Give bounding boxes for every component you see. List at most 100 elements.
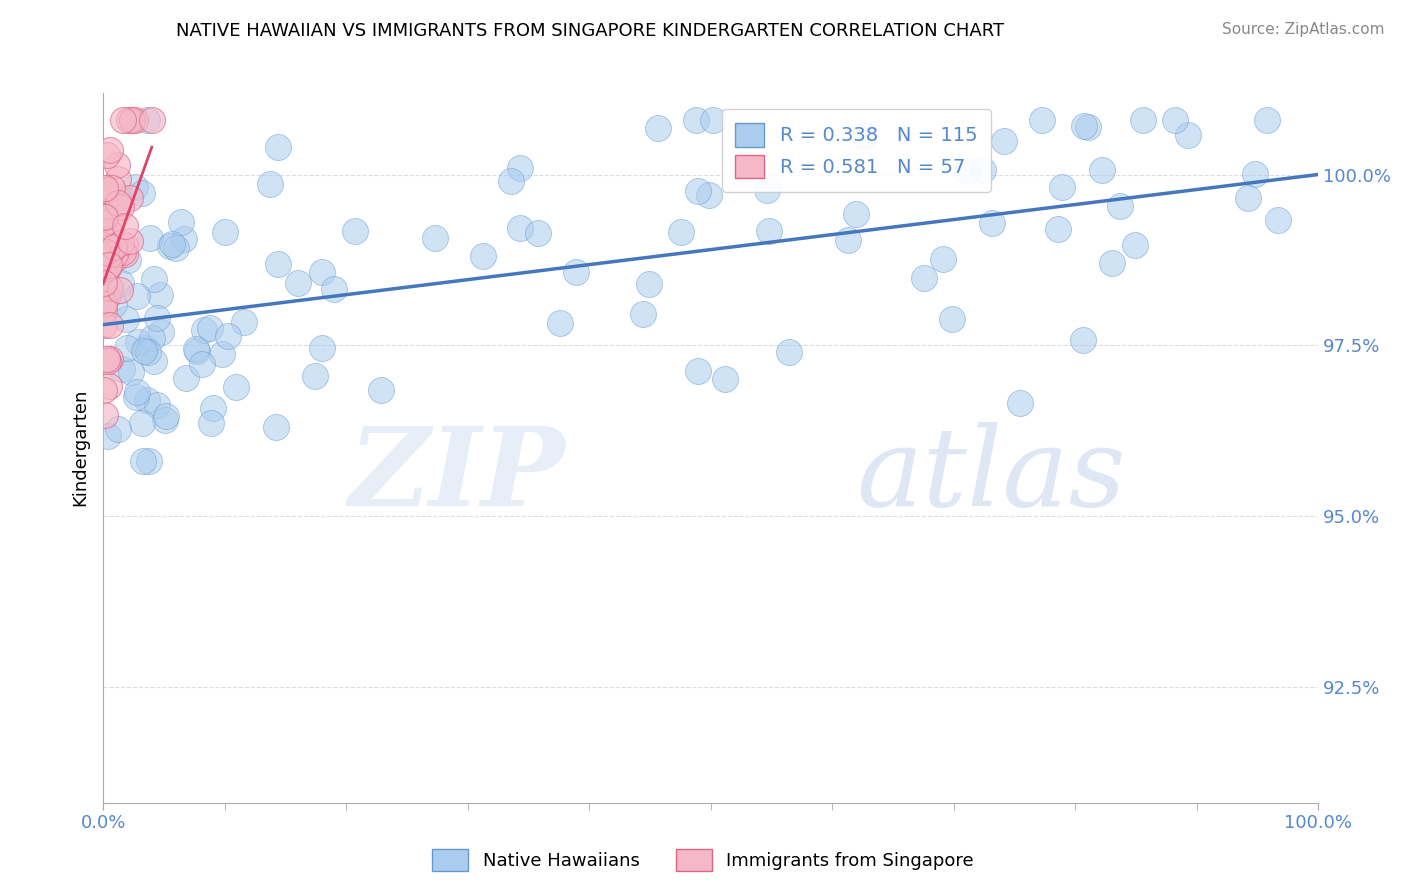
- Point: [159, 238, 181, 252]
- Point: [697, 187, 720, 202]
- Point: [107, 422, 129, 436]
- Point: [132, 454, 155, 468]
- Point: [96, 253, 118, 268]
- Point: [138, 453, 160, 467]
- Point: [993, 134, 1015, 148]
- Point: [97, 260, 120, 274]
- Point: [114, 247, 136, 261]
- Point: [150, 325, 173, 339]
- Point: [148, 288, 170, 302]
- Point: [93, 318, 115, 333]
- Point: [107, 195, 129, 210]
- Point: [232, 315, 254, 329]
- Point: [184, 342, 207, 356]
- Point: [98, 280, 121, 294]
- Point: [1163, 112, 1185, 127]
- Point: [217, 329, 239, 343]
- Point: [98, 318, 121, 332]
- Point: [638, 277, 661, 291]
- Point: [94, 206, 117, 220]
- Point: [103, 297, 125, 311]
- Point: [174, 371, 197, 385]
- Point: [509, 161, 531, 175]
- Point: [1077, 120, 1099, 135]
- Point: [134, 341, 156, 355]
- Point: [287, 276, 309, 290]
- Point: [1267, 212, 1289, 227]
- Point: [685, 112, 707, 127]
- Point: [127, 334, 149, 349]
- Point: [713, 372, 735, 386]
- Legend: Native Hawaiians, Immigrants from Singapore: Native Hawaiians, Immigrants from Singap…: [425, 842, 981, 879]
- Point: [118, 112, 141, 127]
- Point: [527, 226, 550, 240]
- Point: [1132, 112, 1154, 127]
- Point: [141, 331, 163, 345]
- Point: [980, 216, 1002, 230]
- Point: [114, 237, 136, 252]
- Point: [93, 297, 115, 311]
- Point: [108, 190, 131, 204]
- Point: [211, 346, 233, 360]
- Point: [509, 220, 531, 235]
- Point: [153, 413, 176, 427]
- Point: [97, 224, 120, 238]
- Point: [755, 183, 778, 197]
- Point: [1047, 222, 1070, 236]
- Point: [1091, 163, 1114, 178]
- Point: [125, 390, 148, 404]
- Point: [186, 344, 208, 359]
- Point: [193, 323, 215, 337]
- Point: [1177, 128, 1199, 143]
- Point: [202, 401, 225, 415]
- Point: [155, 409, 177, 424]
- Point: [98, 379, 121, 393]
- Point: [264, 420, 287, 434]
- Point: [94, 244, 117, 259]
- Point: [259, 177, 281, 191]
- Text: ZIP: ZIP: [349, 422, 565, 530]
- Point: [550, 316, 572, 330]
- Point: [1237, 191, 1260, 205]
- Point: [97, 429, 120, 443]
- Point: [117, 252, 139, 267]
- Point: [103, 240, 125, 254]
- Point: [97, 285, 120, 300]
- Point: [97, 260, 120, 275]
- Point: [112, 245, 135, 260]
- Point: [97, 354, 120, 368]
- Point: [758, 224, 780, 238]
- Point: [1109, 199, 1132, 213]
- Point: [139, 230, 162, 244]
- Point: [688, 184, 710, 198]
- Point: [1073, 119, 1095, 133]
- Point: [1010, 396, 1032, 410]
- Point: [146, 310, 169, 325]
- Point: [647, 120, 669, 135]
- Text: atlas: atlas: [856, 422, 1126, 530]
- Point: [267, 257, 290, 271]
- Point: [1050, 179, 1073, 194]
- Point: [912, 271, 935, 285]
- Point: [111, 361, 134, 376]
- Point: [132, 343, 155, 358]
- Point: [855, 128, 877, 143]
- Point: [146, 398, 169, 412]
- Point: [94, 270, 117, 285]
- Text: NATIVE HAWAIIAN VS IMMIGRANTS FROM SINGAPORE KINDERGARTEN CORRELATION CHART: NATIVE HAWAIIAN VS IMMIGRANTS FROM SINGA…: [177, 22, 1004, 40]
- Point: [136, 112, 159, 127]
- Point: [499, 174, 522, 188]
- Point: [142, 354, 165, 368]
- Point: [688, 364, 710, 378]
- Point: [166, 242, 188, 256]
- Point: [93, 251, 115, 265]
- Point: [93, 227, 115, 242]
- Point: [100, 352, 122, 367]
- Point: [1243, 167, 1265, 181]
- Point: [837, 233, 859, 247]
- Point: [311, 341, 333, 355]
- Point: [472, 249, 495, 263]
- Point: [198, 321, 221, 335]
- Point: [115, 312, 138, 326]
- Point: [98, 143, 121, 157]
